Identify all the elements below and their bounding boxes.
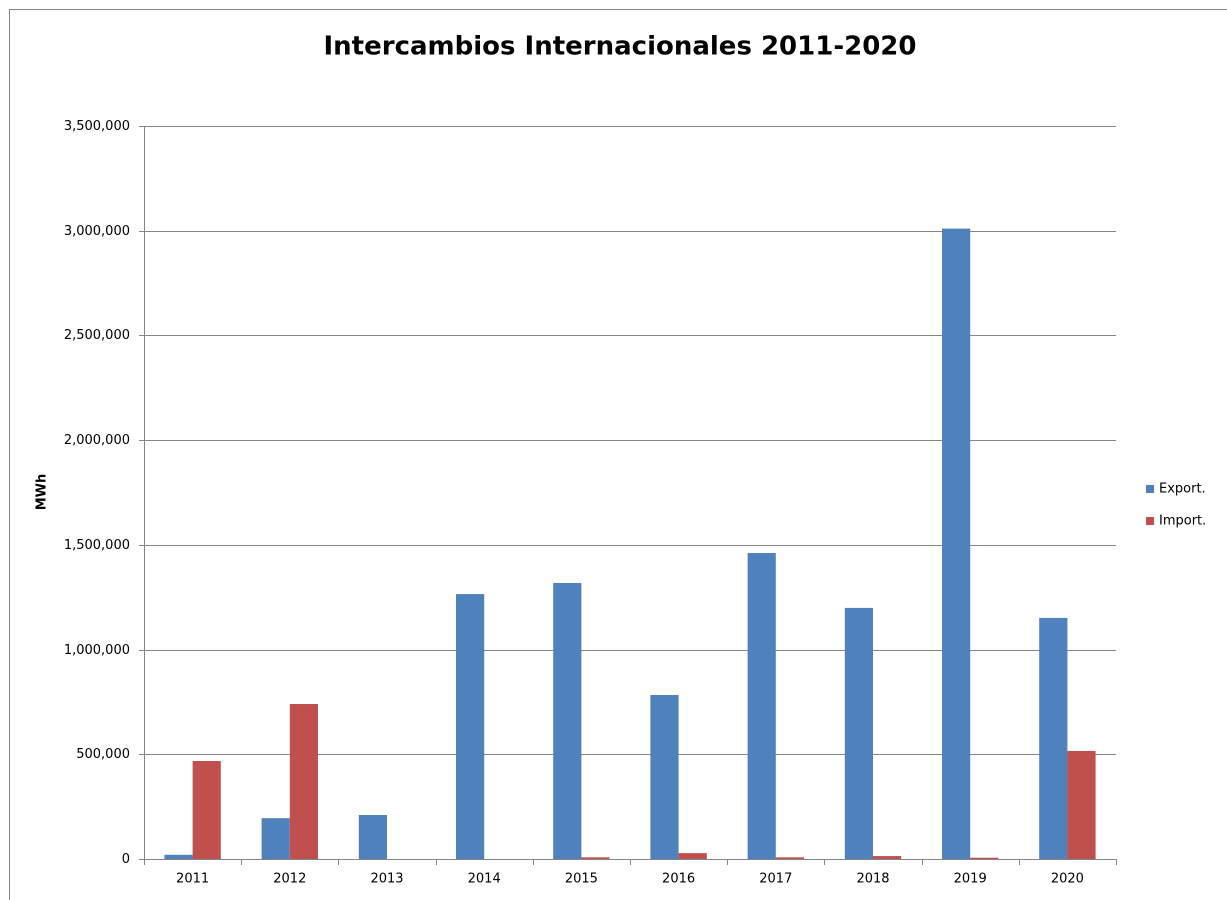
- y-axis-label: MWh: [35, 474, 50, 511]
- x-tick-label: 2013: [370, 872, 403, 887]
- y-tick-label: 1,000,000: [64, 643, 130, 658]
- bar: [164, 854, 193, 859]
- bar: [844, 607, 873, 859]
- bar: [289, 704, 318, 859]
- bar: [192, 760, 221, 859]
- y-tick-label: 2,500,000: [64, 328, 130, 343]
- chart-title: Intercambios Internacionales 2011-2020: [324, 32, 917, 62]
- x-tick-label: 2017: [759, 872, 792, 887]
- y-tick-label: 0: [122, 852, 130, 867]
- bar: [1067, 750, 1096, 859]
- bar: [261, 818, 290, 859]
- bar: [873, 856, 902, 859]
- x-tick-label: 2015: [565, 872, 598, 887]
- y-tick-label: 3,500,000: [64, 119, 130, 134]
- x-tick-label: 2020: [1051, 872, 1084, 887]
- legend-swatch: [1146, 517, 1154, 525]
- x-tick-label: 2014: [468, 872, 501, 887]
- bar: [775, 857, 804, 859]
- x-tick-label: 2012: [273, 872, 306, 887]
- bar: [456, 594, 485, 859]
- y-tick-label: 500,000: [76, 747, 130, 762]
- chart-frame: [9, 9, 1227, 900]
- y-tick-label: 2,000,000: [64, 433, 130, 448]
- bar: [1039, 617, 1068, 859]
- bar: [358, 815, 387, 859]
- bar: [970, 857, 999, 859]
- y-tick-label: 3,000,000: [64, 224, 130, 239]
- bar: [678, 853, 707, 859]
- x-tick-label: 2011: [176, 872, 209, 887]
- bar: [942, 228, 971, 859]
- bar: [553, 582, 582, 859]
- bar: [747, 553, 776, 859]
- x-tick-label: 2018: [856, 872, 889, 887]
- y-tick-label: 1,500,000: [64, 538, 130, 553]
- legend-label: Import.: [1159, 514, 1206, 529]
- legend-label: Export.: [1159, 482, 1206, 497]
- legend-swatch: [1146, 485, 1154, 493]
- x-tick-label: 2019: [954, 872, 987, 887]
- x-tick-label: 2016: [662, 872, 695, 887]
- bar: [581, 857, 610, 859]
- bar: [650, 695, 679, 859]
